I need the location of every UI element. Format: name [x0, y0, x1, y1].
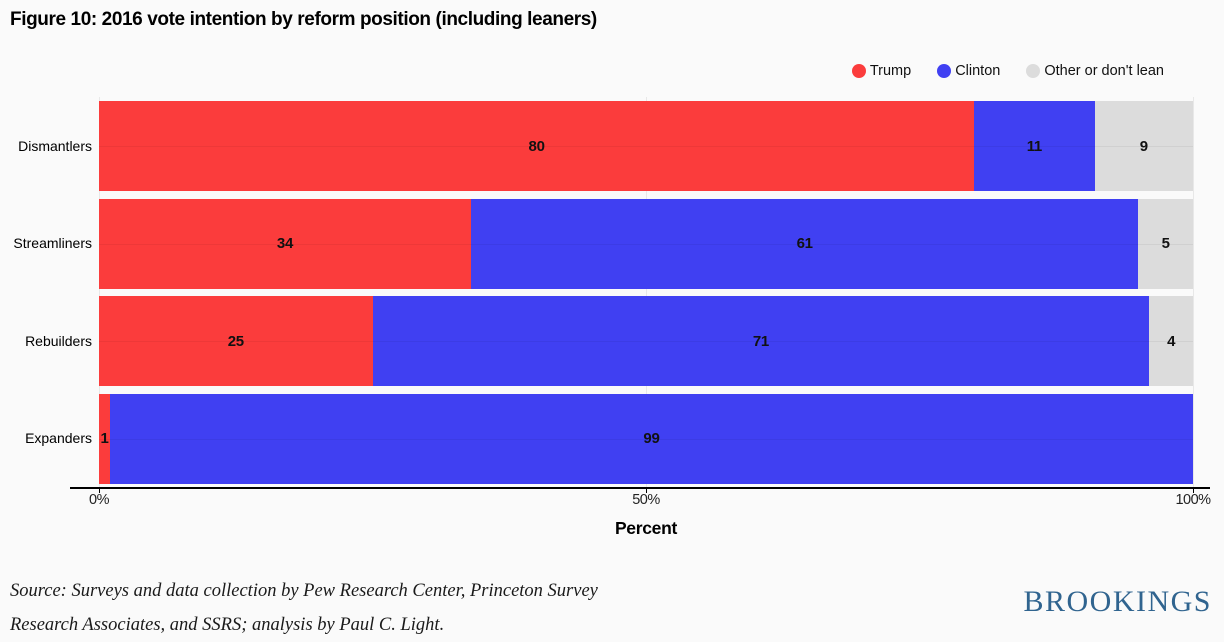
bar-segment-clinton: 99 — [109, 393, 1193, 484]
bar-segment-other-or-don-t-lean: 4 — [1149, 296, 1193, 386]
x-tick-mark — [1193, 489, 1194, 493]
bar-value-label: 1 — [100, 430, 109, 447]
bar-segment-clinton: 61 — [470, 198, 1139, 289]
bar-value-label: 80 — [528, 137, 545, 155]
bar-value-label: 4 — [1167, 332, 1176, 350]
gridline-vertical — [1193, 97, 1194, 487]
chart-legend: Trump Clinton Other or don't lean — [851, 63, 1164, 79]
x-tick-label: 100% — [1175, 492, 1211, 508]
bar-value-label: 34 — [276, 235, 294, 252]
bar-segment-trump: 1 — [99, 393, 110, 484]
category-label-rebuilders: Rebuilders — [25, 332, 92, 349]
bar-segment-trump: 34 — [99, 198, 471, 289]
bar-row-expanders: 1 99 — [99, 390, 1193, 488]
source-line-2: Research Associates, and SSRS; analysis … — [10, 615, 445, 635]
brookings-logo: BROOKINGS — [1023, 585, 1212, 618]
bar-segment-other-or-don-t-lean: 5 — [1138, 198, 1193, 289]
bar-value-label: 9 — [1139, 137, 1148, 155]
legend-label: Trump — [869, 63, 912, 79]
legend-dot-other-or-don-t-lean — [1026, 64, 1041, 78]
bar-value-label: 25 — [227, 332, 244, 350]
gridline-vertical — [646, 97, 647, 487]
bar-value-label: 71 — [752, 332, 769, 350]
bar-segment-clinton: 11 — [974, 101, 1095, 191]
stacked-bar: 34 61 5 — [99, 198, 1193, 289]
legend-dot-clinton — [937, 64, 952, 78]
figure-title: Figure 10: 2016 vote intention by reform… — [10, 9, 597, 30]
bar-value-label: 5 — [1161, 235, 1170, 252]
stacked-bar: 80 11 9 — [99, 101, 1193, 191]
bar-segment-trump: 25 — [99, 296, 373, 386]
bar-value-label: 11 — [1026, 137, 1043, 155]
stacked-bar: 1 99 — [99, 393, 1193, 484]
legend-dot-trump — [851, 64, 866, 78]
x-tick-label: 50% — [632, 492, 660, 508]
gridline-horizontal — [99, 146, 1193, 147]
legend-item-trump: Trump — [851, 63, 912, 79]
x-axis-line — [70, 487, 1210, 489]
y-axis-labels: Dismantlers Streamliners Rebuilders Expande… — [0, 97, 92, 487]
stacked-bar: 25 71 4 — [99, 296, 1193, 386]
bar-segment-trump: 80 — [99, 101, 975, 191]
bar-row-rebuilders: 25 71 4 — [99, 292, 1193, 390]
legend-item-other-or-don-t-lean: Other or don't lean — [1026, 63, 1164, 79]
legend-label: Other or don't lean — [1044, 63, 1164, 79]
x-tick-mark — [99, 489, 100, 493]
bar-value-label: 99 — [643, 430, 660, 447]
x-axis-title: Percent — [614, 518, 678, 538]
gridline-horizontal — [99, 438, 1193, 440]
bar-row-dismantlers: 80 11 9 — [99, 97, 1193, 195]
gridline-horizontal — [99, 243, 1193, 245]
category-label-expanders: Expanders — [25, 430, 92, 447]
source-line-1: Source: Surveys and data collection by P… — [10, 581, 598, 601]
bar-segment-other-or-don-t-lean: 9 — [1094, 101, 1193, 191]
bar-row-streamliners: 34 61 5 — [99, 195, 1193, 293]
category-label-streamliners: Streamliners — [13, 235, 92, 252]
gridline-vertical — [99, 97, 100, 487]
bar-segment-clinton: 71 — [372, 296, 1150, 386]
legend-item-clinton: Clinton — [937, 63, 1000, 79]
source-note: Source: Surveys and data collection by P… — [10, 574, 598, 642]
bar-value-label: 61 — [796, 235, 813, 252]
legend-label: Clinton — [955, 63, 1001, 79]
gridline-horizontal — [99, 341, 1193, 342]
x-tick-label: 0% — [89, 492, 109, 508]
plot-area: 80 11 9 34 61 5 25 71 4 1 99 — [99, 97, 1194, 488]
category-label-dismantlers: Dismantlers — [18, 137, 92, 154]
x-tick-mark — [646, 489, 647, 493]
